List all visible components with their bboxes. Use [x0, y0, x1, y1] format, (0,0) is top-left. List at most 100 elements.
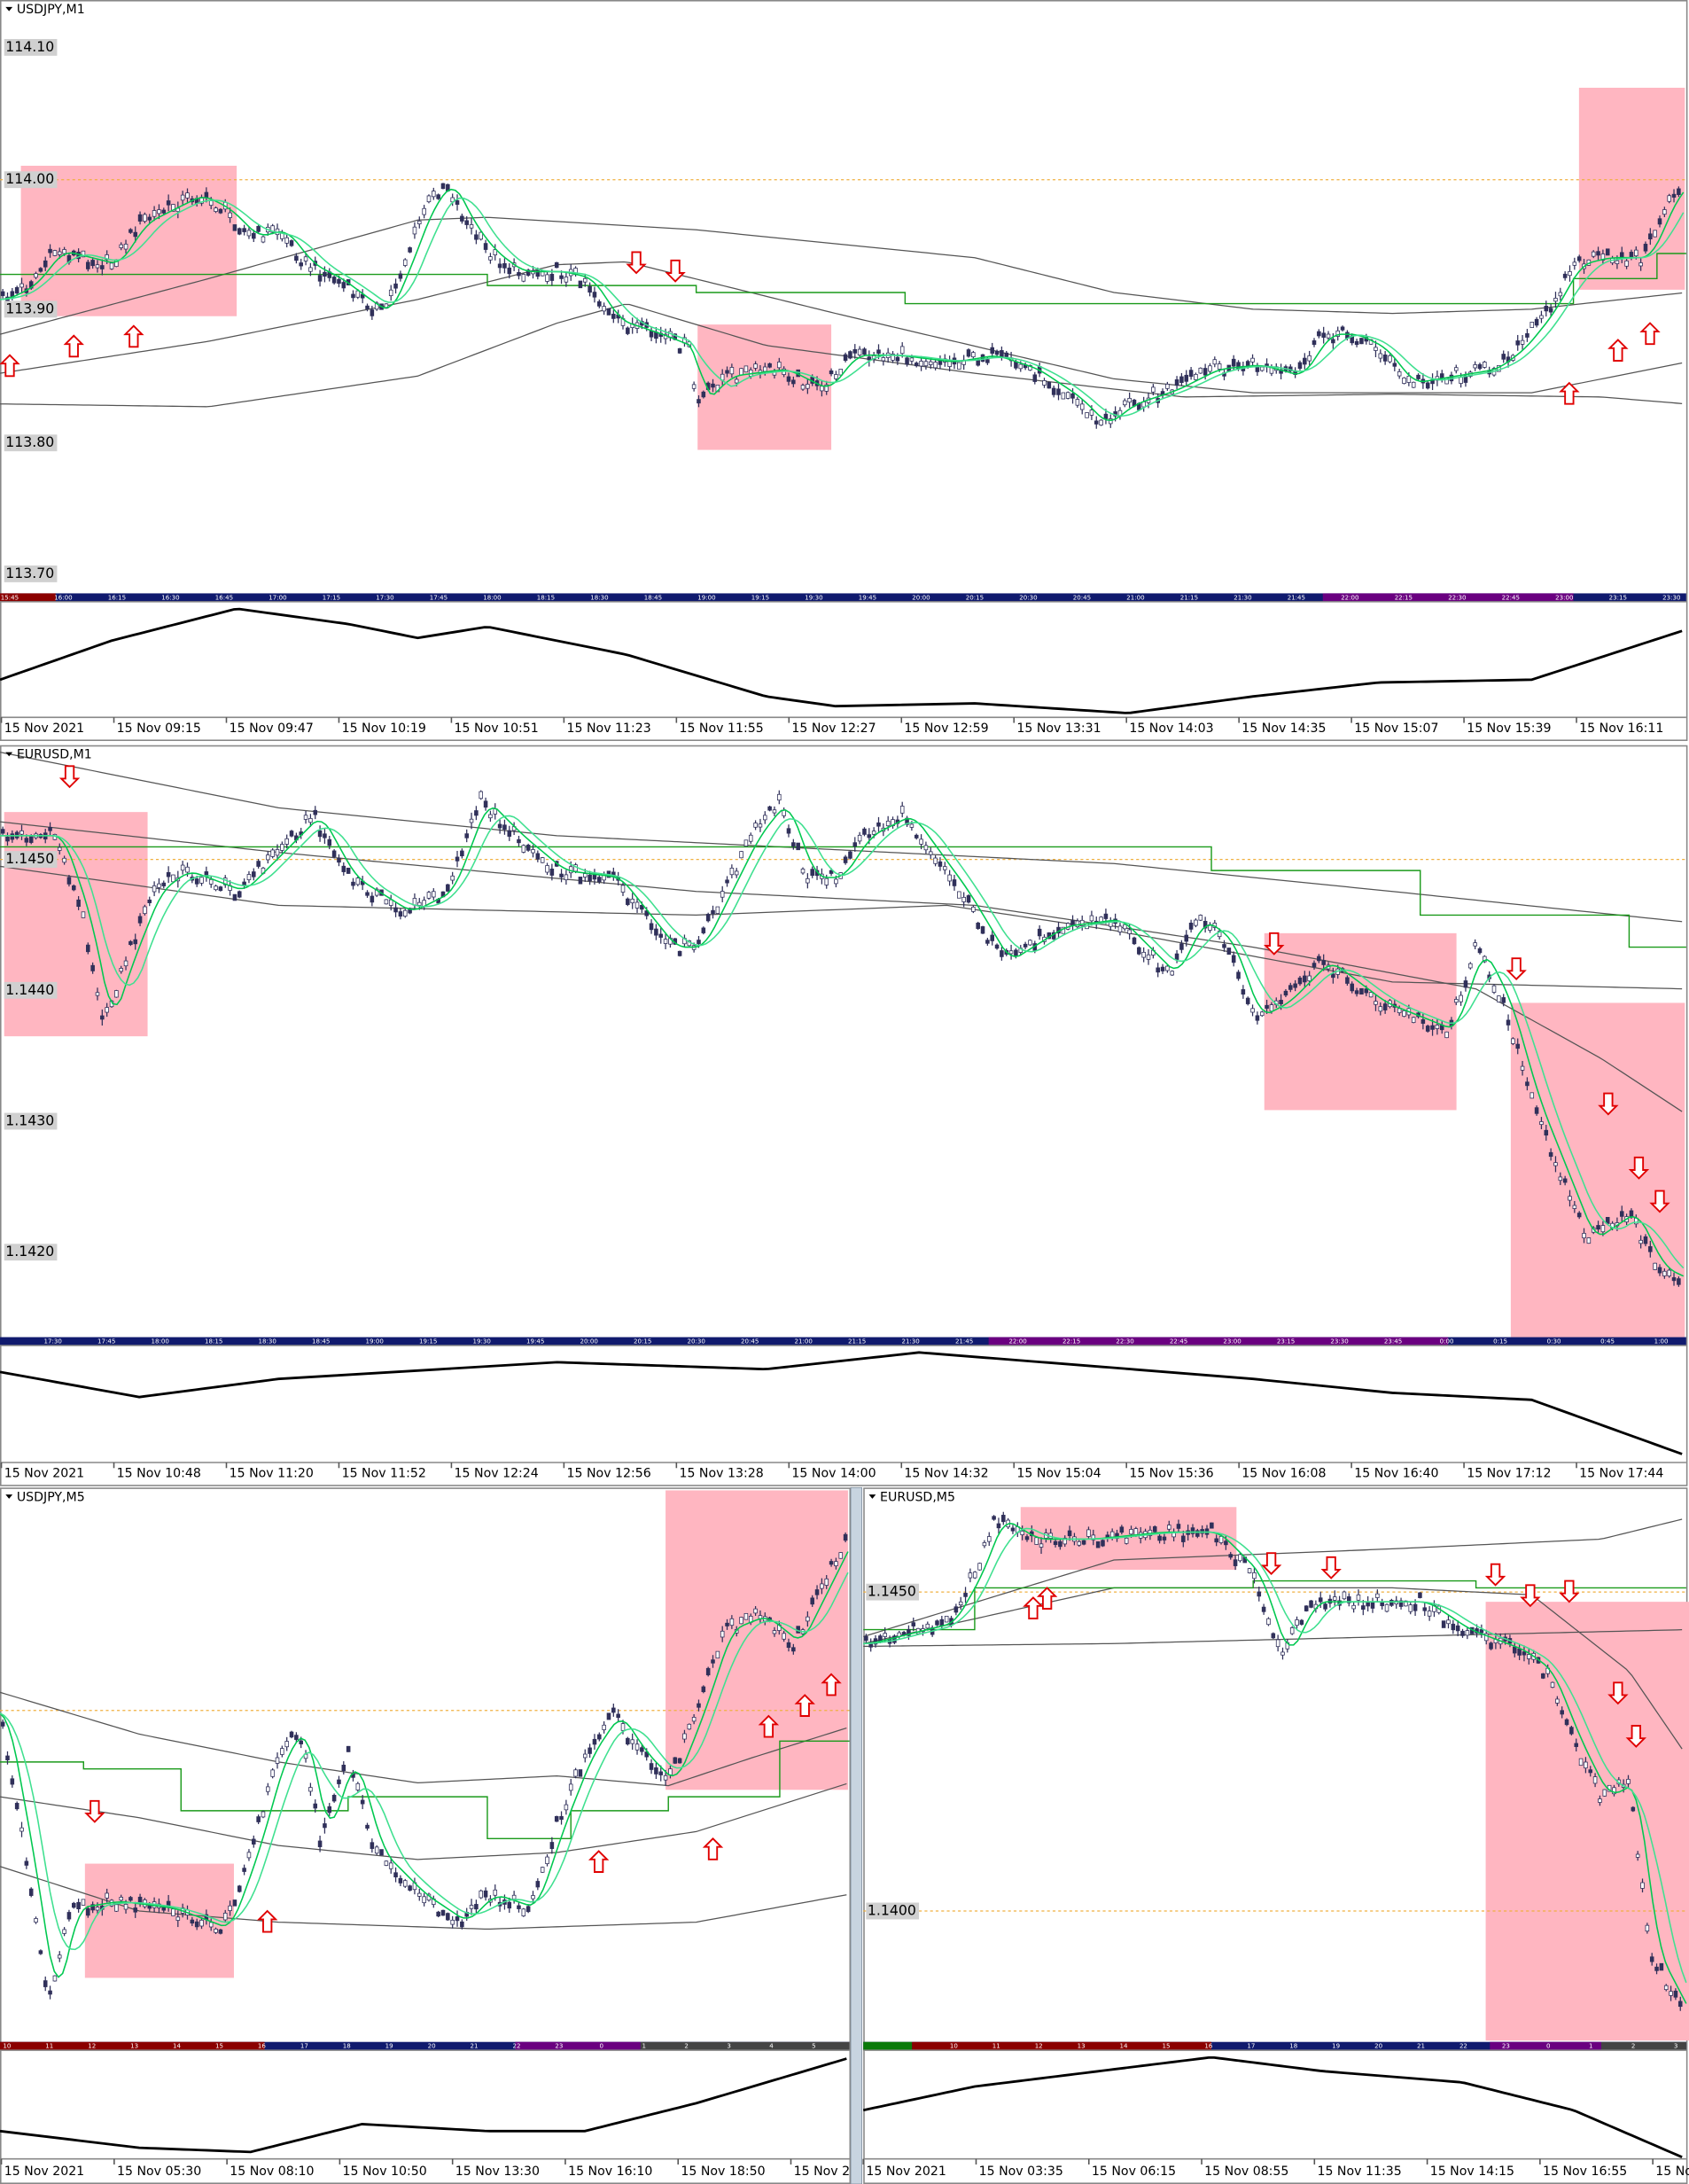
time-label: 15 Nov 11:35 — [1317, 2164, 1401, 2179]
candle — [95, 992, 100, 996]
candle — [1171, 1533, 1176, 1538]
candle — [640, 905, 644, 910]
candle — [1473, 364, 1477, 369]
candle — [502, 262, 507, 269]
candle — [582, 277, 588, 283]
arrow-down — [665, 259, 686, 283]
candle — [806, 878, 810, 884]
candle — [446, 884, 450, 892]
candle — [488, 256, 493, 261]
candle — [1525, 1081, 1529, 1087]
candle — [161, 1907, 167, 1911]
price-label: 1.1430 — [5, 1112, 54, 1128]
candle — [1529, 322, 1535, 328]
candle — [1529, 1092, 1535, 1099]
candle — [1293, 983, 1297, 988]
panel-frame — [0, 0, 1688, 741]
candle — [729, 367, 735, 375]
candle — [597, 300, 602, 307]
candle — [687, 1723, 692, 1730]
candle — [1558, 292, 1563, 297]
candle — [1375, 1593, 1380, 1598]
candle — [834, 878, 838, 885]
candle — [701, 391, 706, 398]
candle — [525, 1906, 531, 1913]
arrow-down — [1598, 1092, 1619, 1116]
candle — [43, 1980, 48, 1987]
candle — [1257, 1591, 1262, 1597]
candle — [469, 818, 474, 823]
candle — [545, 865, 549, 873]
candle — [1023, 943, 1028, 948]
candle — [1299, 1619, 1304, 1625]
candle — [1572, 261, 1577, 266]
candle — [483, 243, 488, 250]
candle — [1667, 195, 1671, 202]
candle — [1427, 1611, 1432, 1617]
title-marker — [5, 1494, 13, 1499]
candle — [246, 874, 252, 880]
envelope — [0, 303, 1683, 408]
candle — [1065, 392, 1070, 399]
candle — [592, 1738, 597, 1745]
candle — [1089, 915, 1094, 922]
candle — [86, 261, 90, 269]
time-label: 15 Nov 10:19 — [342, 722, 426, 736]
candle — [327, 1806, 332, 1814]
candle — [81, 250, 86, 258]
candle — [1411, 381, 1416, 388]
candle — [862, 348, 867, 355]
candle — [1271, 1633, 1276, 1639]
strip-label: 18:45 — [644, 593, 662, 601]
candle — [370, 309, 375, 316]
title-marker — [5, 6, 13, 12]
candle — [1562, 273, 1568, 278]
candle — [1574, 1743, 1579, 1747]
candle — [953, 1606, 959, 1613]
candle — [1266, 1618, 1271, 1626]
candle — [588, 285, 592, 293]
strip-label: 17:00 — [269, 593, 287, 601]
time-label: 15 Nov 03:35 — [979, 2164, 1063, 2179]
candle — [705, 914, 711, 922]
strip-label: 18:15 — [205, 1338, 222, 1346]
candle — [1117, 925, 1123, 932]
candle — [796, 842, 800, 851]
candle — [1483, 1633, 1489, 1642]
strip-label: 17 — [1247, 2042, 1255, 2050]
candle — [630, 1739, 634, 1744]
candle — [1501, 997, 1506, 1003]
candle — [1212, 359, 1218, 365]
candle — [972, 1572, 977, 1579]
candle — [0, 291, 5, 296]
time-label: 15 Nov 16:40 — [1354, 1467, 1438, 1481]
candle — [303, 256, 308, 261]
candle — [123, 244, 128, 250]
candle — [66, 877, 72, 885]
candle — [417, 1892, 422, 1897]
time-label: 15 Nov 2021 — [4, 722, 84, 736]
time-label: 15 Nov 11:55 — [679, 722, 763, 736]
price-label: 1.1450 — [868, 1583, 916, 1600]
candle — [105, 254, 109, 261]
candle — [867, 356, 872, 361]
strip-label: 20:30 — [687, 1338, 705, 1346]
candle — [531, 1895, 535, 1899]
candle — [417, 220, 422, 225]
candle — [161, 209, 167, 214]
candle — [455, 1916, 460, 1922]
candle — [1584, 1761, 1588, 1769]
candle — [743, 839, 749, 846]
candle — [128, 229, 133, 233]
candle — [1309, 1600, 1313, 1608]
candle — [1014, 361, 1018, 369]
candle — [1354, 990, 1359, 994]
candle — [388, 899, 393, 906]
candle — [1477, 363, 1483, 370]
candle — [1382, 355, 1388, 362]
candle — [199, 877, 204, 884]
strip-label: 19:45 — [526, 1338, 544, 1346]
candle — [237, 891, 242, 898]
candle — [1222, 944, 1226, 948]
candle — [270, 849, 275, 857]
